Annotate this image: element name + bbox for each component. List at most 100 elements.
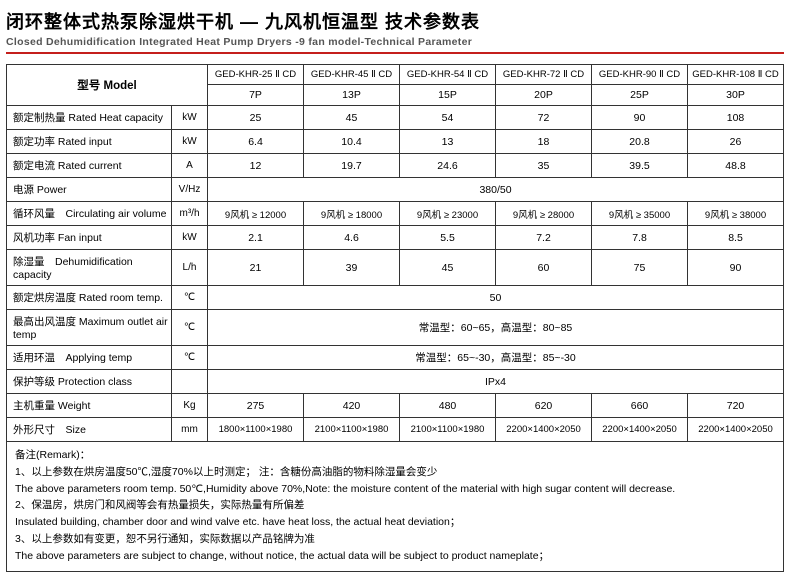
cell: 6.4	[208, 130, 304, 154]
unit-room-temp: ℃	[172, 286, 208, 310]
cell: 18	[496, 130, 592, 154]
model-col-2: GED-KHR-54 Ⅱ CD	[400, 65, 496, 85]
unit-max-outlet: ℃	[172, 310, 208, 346]
label-room-temp: 额定烘房温度 Rated room temp.	[7, 286, 172, 310]
cell: 720	[688, 394, 784, 418]
label-apply-temp: 适用环温 Applying temp	[7, 346, 172, 370]
cell: 9风机 ≥ 23000	[400, 202, 496, 226]
cell: 9风机 ≥ 18000	[304, 202, 400, 226]
label-protection: 保护等级 Protection class	[7, 370, 172, 394]
accent-rule	[6, 52, 784, 54]
cell: 4.6	[304, 226, 400, 250]
row-protection: 保护等级 Protection class IPx4	[7, 370, 784, 394]
cell: 39	[304, 250, 400, 286]
cell: 1800×1100×1980	[208, 418, 304, 442]
cell: 26	[688, 130, 784, 154]
unit-circ-air: m³/h	[172, 202, 208, 226]
cell: 9风机 ≥ 35000	[592, 202, 688, 226]
label-power: 电源 Power	[7, 178, 172, 202]
cell: 45	[304, 106, 400, 130]
cell: 660	[592, 394, 688, 418]
label-fan-input: 风机功率 Fan input	[7, 226, 172, 250]
cell: 35	[496, 154, 592, 178]
cell: 45	[400, 250, 496, 286]
cell: 75	[592, 250, 688, 286]
label-heat-capacity: 额定制热量 Rated Heat capacity	[7, 106, 172, 130]
remark-heading: 备注(Remark)：	[15, 448, 775, 464]
cell-power-span: 380/50	[208, 178, 784, 202]
unit-size: mm	[172, 418, 208, 442]
hp-0: 7P	[208, 85, 304, 106]
row-power: 电源 Power V/Hz 380/50	[7, 178, 784, 202]
cell: 24.6	[400, 154, 496, 178]
row-rated-current: 额定电流 Rated current A 12 19.7 24.6 35 39.…	[7, 154, 784, 178]
cell: 275	[208, 394, 304, 418]
unit-apply-temp: ℃	[172, 346, 208, 370]
remark-line: 1、以上参数在烘房温度50℃,湿度70%以上时测定； 注：含糖份高油脂的物料除湿…	[15, 465, 775, 481]
title-en: Closed Dehumidification Integrated Heat …	[6, 36, 784, 48]
spec-table: 型号 Model GED-KHR-25 Ⅱ CD GED-KHR-45 Ⅱ CD…	[6, 64, 784, 442]
label-dehum: 除湿量 Dehumidification capacity	[7, 250, 172, 286]
remark-line: 2、保温房，烘房门和风阀等会有热量损失，实际热量有所偏差	[15, 498, 775, 514]
cell: 39.5	[592, 154, 688, 178]
row-weight: 主机重量 Weight Kg 275 420 480 620 660 720	[7, 394, 784, 418]
hp-3: 20P	[496, 85, 592, 106]
cell: 7.8	[592, 226, 688, 250]
cell: 90	[592, 106, 688, 130]
unit-weight: Kg	[172, 394, 208, 418]
cell: 25	[208, 106, 304, 130]
cell: 2200×1400×2050	[496, 418, 592, 442]
cell: 2.1	[208, 226, 304, 250]
cell: 90	[688, 250, 784, 286]
cell: 12	[208, 154, 304, 178]
cell-apply-temp-span: 常温型：65~-30，高温型：85~-30	[208, 346, 784, 370]
unit-power: V/Hz	[172, 178, 208, 202]
remark-line: The above parameters room temp. 50℃,Humi…	[15, 482, 775, 498]
title-cn: 闭环整体式热泵除湿烘干机 — 九风机恒温型 技术参数表	[6, 8, 784, 34]
unit-fan-input: kW	[172, 226, 208, 250]
cell: 60	[496, 250, 592, 286]
hp-1: 13P	[304, 85, 400, 106]
cell: 54	[400, 106, 496, 130]
unit-rated-current: A	[172, 154, 208, 178]
row-fan-input: 风机功率 Fan input kW 2.1 4.6 5.5 7.2 7.8 8.…	[7, 226, 784, 250]
remark-block: 备注(Remark)： 1、以上参数在烘房温度50℃,湿度70%以上时测定； 注…	[6, 442, 784, 572]
unit-dehum: L/h	[172, 250, 208, 286]
cell: 19.7	[304, 154, 400, 178]
model-col-1: GED-KHR-45 Ⅱ CD	[304, 65, 400, 85]
model-col-3: GED-KHR-72 Ⅱ CD	[496, 65, 592, 85]
model-col-0: GED-KHR-25 Ⅱ CD	[208, 65, 304, 85]
cell: 9风机 ≥ 38000	[688, 202, 784, 226]
label-size: 外形尺寸 Size	[7, 418, 172, 442]
row-rated-input: 额定功率 Rated input kW 6.4 10.4 13 18 20.8 …	[7, 130, 784, 154]
cell: 72	[496, 106, 592, 130]
cell: 13	[400, 130, 496, 154]
cell: 480	[400, 394, 496, 418]
cell: 108	[688, 106, 784, 130]
row-max-outlet: 最高出风温度 Maximum outlet air temp ℃ 常温型：60~…	[7, 310, 784, 346]
row-heat-capacity: 额定制热量 Rated Heat capacity kW 25 45 54 72…	[7, 106, 784, 130]
hp-5: 30P	[688, 85, 784, 106]
label-rated-current: 额定电流 Rated current	[7, 154, 172, 178]
cell: 2100×1100×1980	[400, 418, 496, 442]
unit-heat-capacity: kW	[172, 106, 208, 130]
cell: 21	[208, 250, 304, 286]
cell: 2200×1400×2050	[592, 418, 688, 442]
cell: 48.8	[688, 154, 784, 178]
label-circ-air: 循环风量 Circulating air volume	[7, 202, 172, 226]
cell: 5.5	[400, 226, 496, 250]
row-circ-air: 循环风量 Circulating air volume m³/h 9风机 ≥ 1…	[7, 202, 784, 226]
cell: 9风机 ≥ 12000	[208, 202, 304, 226]
unit-rated-input: kW	[172, 130, 208, 154]
cell-protection-span: IPx4	[208, 370, 784, 394]
label-weight: 主机重量 Weight	[7, 394, 172, 418]
row-size: 外形尺寸 Size mm 1800×1100×1980 2100×1100×19…	[7, 418, 784, 442]
row-dehum: 除湿量 Dehumidification capacity L/h 21 39 …	[7, 250, 784, 286]
cell: 9风机 ≥ 28000	[496, 202, 592, 226]
cell: 10.4	[304, 130, 400, 154]
remark-line: The above parameters are subject to chan…	[15, 549, 775, 565]
cell: 420	[304, 394, 400, 418]
remark-line: 3、以上参数如有变更，恕不另行通知，实际数据以产品铭牌为准	[15, 532, 775, 548]
label-max-outlet: 最高出风温度 Maximum outlet air temp	[7, 310, 172, 346]
cell-room-temp-span: 50	[208, 286, 784, 310]
